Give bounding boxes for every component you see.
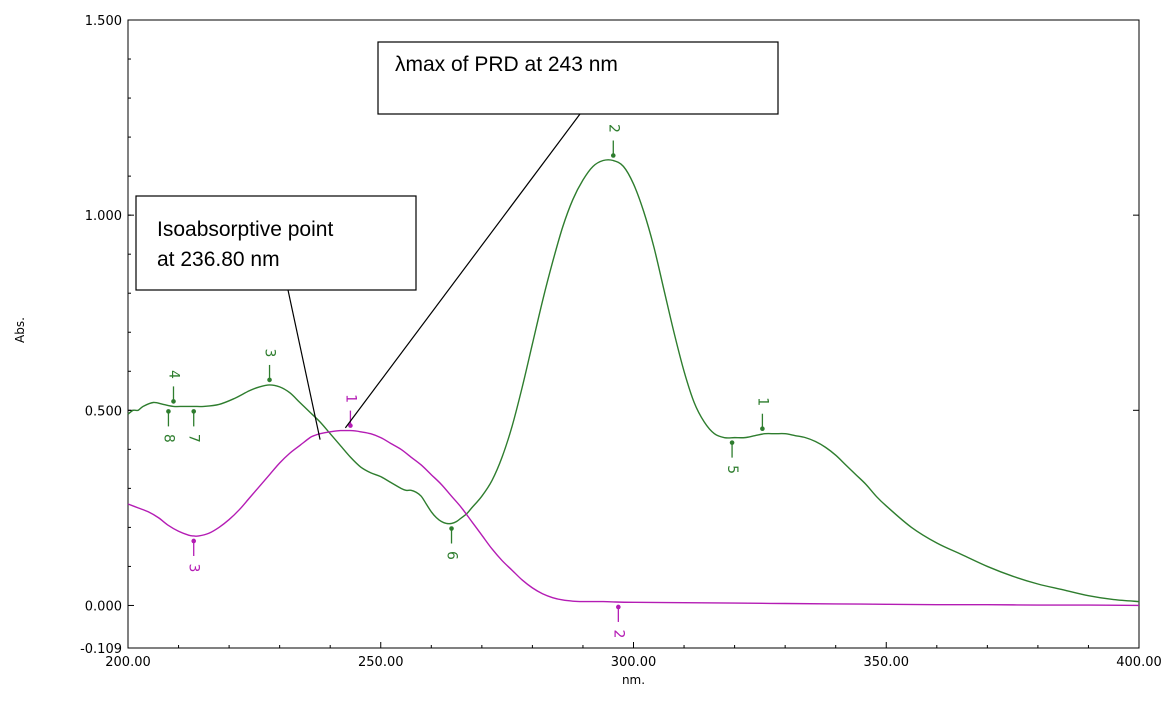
annotation-pointer: [287, 289, 321, 440]
peak-marker-dot: [166, 409, 171, 414]
x-tick-label: 400.00: [1116, 655, 1162, 670]
peak-marker-dot: [171, 399, 176, 404]
annotation-text: at 236.80 nm: [157, 248, 280, 271]
y-tick-label: 1.000: [85, 209, 122, 224]
annotation-callout: Isoabsorptive point at 236.80 nm: [135, 195, 417, 440]
peak-marker-dot: [449, 526, 454, 531]
peak-marker-label: 3: [186, 564, 202, 573]
annotation-text: λmax of PRD at 243 nm: [395, 53, 618, 76]
x-tick-label: 300.00: [611, 655, 657, 670]
y-axis-title: Abs.: [13, 317, 27, 343]
annotation-pointer: [344, 113, 581, 429]
peak-marker: 6: [444, 526, 460, 560]
peak-marker-label: 1: [342, 394, 358, 403]
peak-markers-layer: 4 3 8 7 6 2 1 5 1 3 2: [160, 124, 770, 638]
x-axis-title: nm.: [622, 673, 645, 687]
peak-marker: 5: [724, 440, 740, 474]
peak-marker-dot: [760, 426, 765, 432]
peak-marker-label: 5: [724, 465, 740, 474]
peak-marker: 2: [610, 604, 626, 638]
y-tick-label: 0.500: [85, 404, 122, 419]
peak-marker: 1: [342, 394, 358, 428]
peak-marker-label: 4: [165, 370, 181, 379]
peak-marker-dot: [616, 604, 621, 610]
annotation-box: [377, 41, 779, 115]
y-tick-label: 1.500: [85, 14, 122, 29]
peak-marker: 4: [165, 370, 181, 404]
peak-marker-label: 3: [262, 348, 278, 357]
peak-marker: 8: [160, 409, 176, 443]
peak-marker: 2: [605, 124, 621, 158]
peak-marker: 7: [186, 409, 202, 443]
series-line-1: [127, 429, 1140, 607]
peak-marker-dot: [729, 440, 735, 445]
peak-marker: 1: [754, 397, 770, 432]
peak-marker-dot: [348, 423, 353, 428]
annotation-text: Isoabsorptive point: [157, 218, 333, 241]
x-tick-label: 200.00: [105, 655, 151, 670]
peak-marker-label: 6: [444, 551, 460, 560]
peak-marker-label: 2: [610, 629, 626, 638]
peak-marker-label: 8: [160, 434, 176, 443]
annotation-callout: λmax of PRD at 243 nm: [344, 41, 779, 429]
series-layer: [127, 159, 1140, 607]
peak-marker-dot: [267, 377, 272, 383]
peak-marker-dot: [191, 409, 197, 414]
peak-marker-dot: [610, 153, 616, 158]
peak-marker: 3: [262, 348, 278, 383]
peak-marker-label: 1: [754, 397, 770, 406]
y-tick-label: 0.000: [85, 599, 122, 614]
peak-marker: 3: [186, 538, 202, 573]
x-tick-label: 350.00: [864, 655, 910, 670]
annotation-box: [135, 195, 417, 291]
peak-marker-dot: [191, 538, 197, 544]
y-tick-label: -0.109: [80, 642, 122, 657]
series-line-0: [127, 159, 1140, 603]
peak-marker-label: 2: [605, 124, 621, 133]
x-tick-label: 250.00: [358, 655, 404, 670]
peak-marker-label: 7: [186, 434, 202, 443]
annotations-layer: λmax of PRD at 243 nm Isoabsorptive point…: [135, 41, 779, 440]
